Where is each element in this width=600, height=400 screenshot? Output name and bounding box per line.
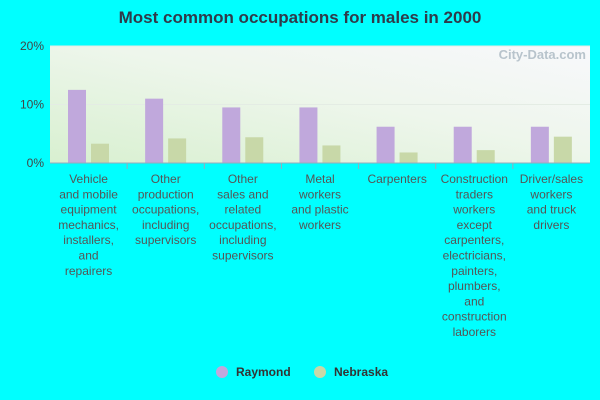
- x-category-label-line: workers: [452, 203, 495, 217]
- legend-label-raymond: Raymond: [236, 365, 291, 379]
- x-category-label-line: and truck: [527, 203, 577, 217]
- x-category-label: Other production occupations, including supe…: [132, 172, 199, 247]
- x-category-label-line: and mobile: [59, 187, 118, 201]
- x-category-label-line: related: [225, 203, 262, 217]
- bar-raymond: [530, 126, 549, 163]
- bar-raymond: [376, 126, 395, 163]
- x-category-label-line: and plastic: [291, 203, 348, 217]
- bar-nebraska: [91, 143, 109, 163]
- chart-title: Most common occupations for males in 200…: [118, 8, 482, 27]
- x-category-label-line: including: [142, 218, 189, 232]
- y-tick-label: 20%: [20, 39, 44, 53]
- x-category-label-line: Other: [228, 172, 258, 186]
- x-category-label-line: carpenters,: [444, 233, 504, 247]
- x-category-label-line: Vehicle: [69, 172, 108, 186]
- x-category-label-line: occupations,: [132, 203, 199, 217]
- x-category-label-line: traders: [456, 187, 493, 201]
- bar-nebraska: [168, 138, 187, 163]
- x-category-label-line: construction: [442, 310, 507, 324]
- watermark: City-Data.com: [499, 47, 586, 62]
- bar-raymond: [299, 107, 318, 163]
- bar-raymond: [222, 107, 241, 163]
- bar-raymond: [68, 89, 86, 163]
- bar-nebraska: [245, 137, 264, 163]
- x-category-label: Driver/sales workers and truck drivers: [520, 172, 583, 232]
- x-category-label-line: electricians,: [443, 249, 506, 263]
- x-category-label-line: workers: [298, 218, 341, 232]
- x-category-label-line: production: [138, 187, 194, 201]
- x-category-label-line: mechanics,: [58, 218, 119, 232]
- x-category-label-line: occupations,: [209, 218, 276, 232]
- bar-raymond: [453, 126, 472, 163]
- x-category-label-line: equipment: [61, 203, 118, 217]
- x-category-label-line: Carpenters: [367, 172, 426, 186]
- x-category-label-line: plumbers,: [448, 279, 501, 293]
- legend-marker-raymond: [216, 366, 228, 378]
- x-category-label: Carpenters: [367, 172, 426, 186]
- x-category-label-line: Driver/sales: [520, 172, 583, 186]
- x-category-label-line: except: [457, 218, 493, 232]
- x-category-label: Vehicle and mobile equipment mechanics, inst…: [58, 172, 119, 278]
- x-category-label: Construction traders workers except carpente…: [441, 172, 508, 339]
- x-category-label-line: supervisors: [135, 233, 196, 247]
- x-category-label-line: and: [464, 294, 484, 308]
- x-category-label-line: workers: [529, 187, 572, 201]
- bar-raymond: [145, 98, 164, 163]
- y-tick-label: 0%: [27, 156, 45, 170]
- x-category-label-line: Construction: [441, 172, 508, 186]
- x-category-label-line: including: [219, 233, 266, 247]
- legend-marker-nebraska: [314, 366, 326, 378]
- x-category-label-line: painters,: [451, 264, 497, 278]
- x-category-label-line: repairers: [65, 264, 112, 278]
- bar-nebraska: [553, 136, 572, 163]
- y-tick-label: 10%: [20, 98, 44, 112]
- x-category-label-line: and: [79, 249, 99, 263]
- x-category-label-line: installers,: [63, 233, 114, 247]
- legend-label-nebraska: Nebraska: [334, 365, 388, 379]
- x-category-label: Metal workers and plastic workers: [291, 172, 348, 232]
- bar-nebraska: [322, 145, 341, 163]
- x-category-label-line: drivers: [533, 218, 569, 232]
- x-category-label-line: Other: [151, 172, 181, 186]
- x-category-label: Other sales and related occupations, includi…: [209, 172, 276, 263]
- x-category-label-line: Metal: [305, 172, 334, 186]
- x-category-label-line: laborers: [453, 325, 496, 339]
- bar-nebraska: [399, 152, 418, 163]
- x-category-label-line: workers: [298, 187, 341, 201]
- x-category-label-line: supervisors: [212, 249, 273, 263]
- bar-nebraska: [476, 150, 495, 163]
- x-category-label-line: sales and: [217, 187, 268, 201]
